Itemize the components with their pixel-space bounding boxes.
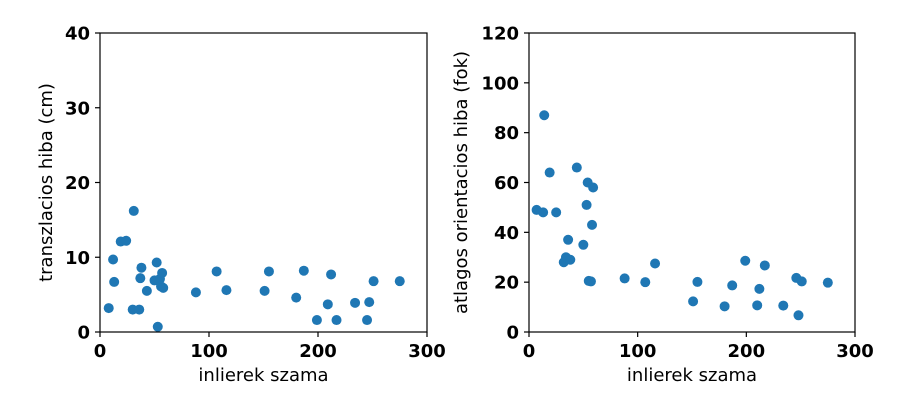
data-point: [585, 276, 596, 287]
data-point: [322, 299, 333, 310]
data-point: [565, 254, 576, 265]
y-tick-label: 0: [77, 323, 90, 344]
data-point: [539, 110, 550, 121]
data-point: [136, 262, 147, 273]
y-tick-label: 20: [494, 273, 519, 294]
data-point: [364, 297, 375, 308]
data-point: [752, 300, 763, 311]
data-point: [259, 285, 270, 296]
data-point: [152, 321, 163, 332]
y-tick-label: 10: [65, 248, 90, 269]
data-point: [151, 257, 162, 268]
data-point: [128, 205, 139, 216]
data-point: [157, 267, 168, 278]
data-point: [571, 162, 582, 173]
y-axis-title: atlagos orientacios hiba (fok): [451, 51, 472, 314]
x-tick-label: 200: [299, 341, 337, 362]
data-point: [796, 276, 807, 287]
y-tick-label: 0: [506, 323, 519, 344]
data-point: [759, 260, 770, 271]
y-tick-label: 20: [65, 173, 90, 194]
data-point: [587, 219, 598, 230]
x-tick-label: 300: [408, 341, 446, 362]
data-point: [141, 285, 152, 296]
data-point: [778, 300, 789, 311]
y-tick-label: 120: [481, 24, 519, 45]
data-point: [578, 239, 589, 250]
data-point: [640, 277, 651, 288]
y-tick-label: 60: [494, 173, 519, 194]
data-point: [326, 269, 337, 280]
left-panel-translation-error: 0 100 200 300 0 10 20 30 40 inlierek szama transzl…: [36, 24, 446, 387]
data-point: [221, 285, 232, 296]
data-point: [368, 276, 379, 287]
data-point: [719, 301, 730, 312]
data-point: [754, 283, 765, 294]
data-point: [563, 234, 574, 245]
x-tick-label: 200: [728, 341, 766, 362]
data-point: [135, 273, 146, 284]
right-panel-orientation-error: 0 100 200 300 0 20 40 60 80 100 120 inlierek szama a…: [451, 24, 874, 387]
x-tick-label: 0: [94, 341, 107, 362]
data-point: [740, 255, 751, 266]
x-tick-label: 100: [619, 341, 657, 362]
data-point: [650, 258, 661, 269]
y-axis-title: transzlacios hiba (cm): [36, 83, 57, 282]
data-point: [727, 280, 738, 291]
data-point: [311, 315, 322, 326]
y-tick-label: 30: [65, 98, 90, 119]
axes-frame: [528, 32, 856, 333]
data-point: [551, 207, 562, 218]
y-tick-label: 40: [494, 223, 519, 244]
x-tick-label: 100: [190, 341, 228, 362]
x-tick-label: 0: [523, 341, 536, 362]
data-point: [263, 266, 274, 277]
data-point: [692, 276, 703, 287]
data-point: [121, 235, 132, 246]
data-point: [331, 315, 342, 326]
x-tick-label: 300: [836, 341, 874, 362]
data-point: [394, 276, 405, 287]
data-point: [109, 276, 120, 287]
x-axis-title: inlierek szama: [198, 365, 328, 386]
data-point: [588, 182, 599, 193]
data-point: [103, 303, 114, 314]
data-point: [793, 310, 804, 321]
data-point: [350, 297, 361, 308]
data-point: [362, 315, 373, 326]
x-axis-title: inlierek szama: [627, 365, 757, 386]
data-point: [538, 207, 549, 218]
data-point: [291, 292, 302, 303]
data-point: [190, 287, 201, 298]
data-point: [134, 304, 145, 315]
data-point: [619, 273, 630, 284]
data-point: [298, 265, 309, 276]
data-point: [211, 266, 222, 277]
data-point: [544, 167, 555, 178]
data-point: [108, 254, 119, 265]
data-point: [158, 282, 169, 293]
data-point: [688, 296, 699, 307]
data-point: [581, 199, 592, 210]
y-tick-label: 100: [481, 73, 519, 94]
y-tick-label: 40: [65, 24, 90, 45]
y-tick-label: 80: [494, 123, 519, 144]
data-point: [822, 277, 833, 288]
